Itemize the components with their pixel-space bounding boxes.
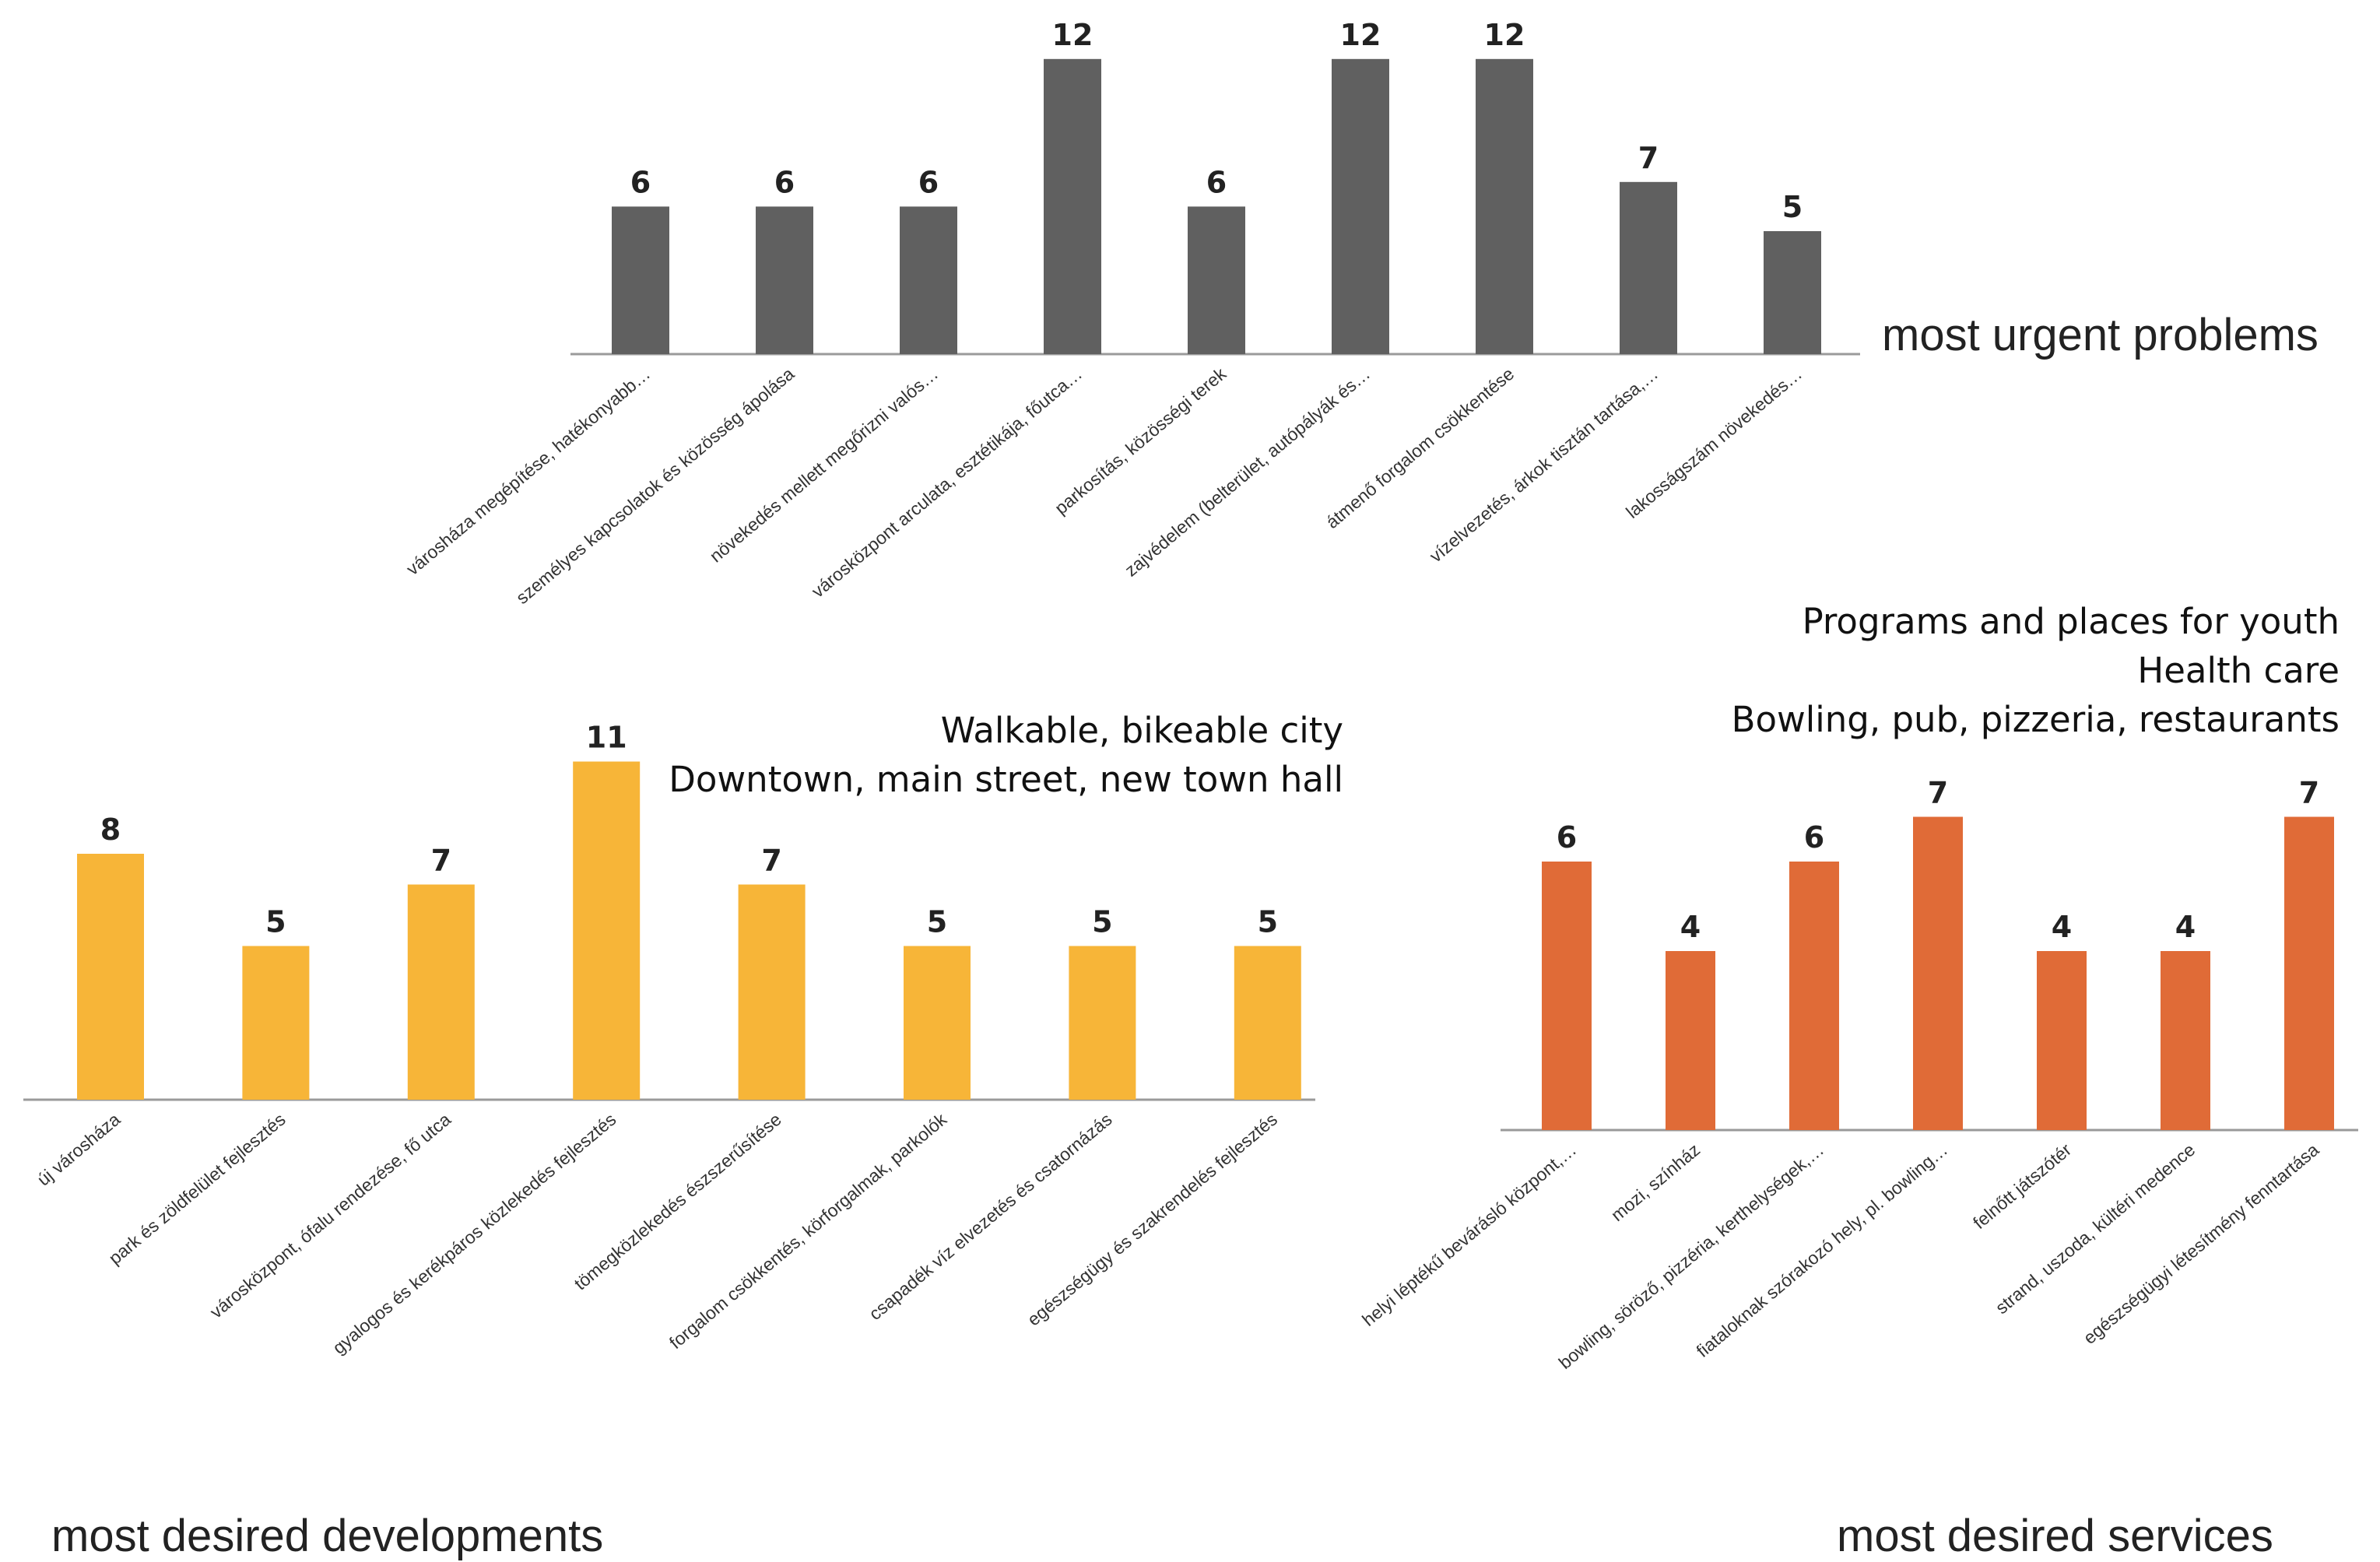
problems-bar — [756, 206, 813, 354]
developments-bar — [1234, 946, 1301, 1100]
developments-value-label: 5 — [265, 905, 286, 939]
services-bar — [2284, 816, 2334, 1130]
services-note-2: Health care — [2137, 650, 2340, 691]
problems-value-label: 7 — [1638, 141, 1659, 175]
developments-bar — [573, 761, 641, 1100]
problems-value-label: 12 — [1340, 18, 1381, 52]
services-value-label: 7 — [1928, 776, 1948, 810]
developments-bar — [77, 854, 144, 1100]
developments-value-label: 7 — [431, 844, 451, 878]
problems-bar — [1620, 181, 1677, 354]
developments-category-label: park és zöldfelület fejlesztés — [105, 1109, 290, 1269]
problems-value-label: 6 — [918, 165, 939, 199]
developments-bar — [407, 884, 475, 1100]
problems-category-label: vízelvezetés, árkok tisztán tartása,… — [1426, 363, 1662, 567]
developments-chart: 8 új városháza 5 park és zöldfelület fejles… — [23, 721, 1315, 1358]
developments-value-label: 7 — [761, 844, 781, 878]
developments-category-label: egészségügy és szakrendelés fejlesztés — [1023, 1109, 1281, 1330]
services-bar — [1913, 816, 1963, 1130]
developments-category-label: forgalom csökkentés, körforgalmak, parko… — [665, 1109, 951, 1353]
services-value-label: 4 — [2175, 910, 2196, 944]
services-note-1: Programs and places for youth — [1802, 601, 2340, 642]
services-value-label: 7 — [2299, 776, 2319, 810]
problems-bar — [900, 206, 957, 354]
developments-note-1: Walkable, bikeable city — [940, 710, 1343, 751]
developments-value-label: 5 — [1092, 905, 1112, 939]
problems-value-label: 6 — [774, 165, 795, 199]
services-category-label: strand, uszoda, kültéri medence — [1992, 1139, 2199, 1318]
problems-value-label: 5 — [1782, 190, 1803, 224]
developments-value-label: 5 — [927, 905, 947, 939]
services-value-label: 4 — [1680, 910, 1701, 944]
problems-chart-title: most urgent problems — [1882, 310, 2319, 360]
problems-bar — [1476, 58, 1533, 355]
problems-category-label: városháza megépítése, hatékonyabb… — [402, 363, 654, 579]
services-value-label: 6 — [1557, 820, 1577, 855]
services-note-3: Bowling, pub, pizzeria, restaurants — [1731, 699, 2340, 740]
problems-bar — [1188, 206, 1245, 354]
developments-value-label: 8 — [100, 813, 121, 847]
developments-value-label: 5 — [1258, 905, 1278, 939]
services-value-label: 6 — [1804, 820, 1824, 855]
problems-chart: 6 városháza megépítése, hatékonyabb… 6 szem… — [402, 18, 1860, 608]
developments-note-2: Downtown, main street, new town hall — [669, 759, 1343, 800]
services-chart: 6 helyi léptékű bevárásló központ,… 4 mozi,… — [1358, 776, 2358, 1373]
problems-value-label: 12 — [1484, 18, 1525, 52]
developments-value-label: 11 — [586, 721, 627, 755]
problems-bar — [1044, 58, 1101, 355]
developments-category-label: gyalogos és kerékpáros közlekedés fejles… — [328, 1109, 620, 1358]
services-category-label: fiataloknak szórakozó hely, pl. bowling… — [1692, 1139, 1951, 1361]
services-bar — [2037, 951, 2087, 1130]
services-bar — [1542, 862, 1592, 1130]
problems-value-label: 6 — [1206, 165, 1227, 199]
services-bar — [1666, 951, 1715, 1130]
problems-category-label: személyes kapcsolatok és közösség ápolás… — [512, 363, 798, 608]
problems-category-label: városközpont arculata, esztétikája, főut… — [808, 363, 1086, 602]
services-bar — [2161, 951, 2210, 1130]
services-category-label: egészségügyi létesítmény fenntartása — [2080, 1139, 2323, 1348]
problems-value-label: 6 — [630, 165, 651, 199]
developments-chart-title: most desired developments — [51, 1511, 604, 1561]
services-category-label: felnőtt játszótér — [1969, 1139, 2075, 1233]
problems-category-label: zajvédelem (belterület, autópályák és… — [1121, 363, 1374, 581]
problems-bar — [1764, 231, 1821, 354]
services-category-label: mozi, színház — [1607, 1139, 1704, 1225]
services-chart-title: most desired services — [1837, 1511, 2273, 1561]
problems-bar — [1332, 58, 1389, 355]
developments-category-label: új városháza — [33, 1109, 125, 1190]
developments-bar — [738, 884, 806, 1100]
developments-bar — [1069, 946, 1136, 1100]
developments-bar — [242, 946, 310, 1100]
services-value-label: 4 — [2052, 910, 2072, 944]
services-bar — [1789, 862, 1839, 1130]
problems-bar — [612, 206, 669, 354]
problems-category-label: növekedés mellett megőrizni valós… — [706, 363, 943, 567]
services-category-label: bowling, söröző, pizzéria, kerthelységek… — [1555, 1139, 1828, 1373]
services-category-label: helyi léptékű bevárásló központ,… — [1358, 1139, 1580, 1330]
problems-value-label: 12 — [1052, 18, 1093, 52]
developments-bar — [904, 946, 971, 1100]
